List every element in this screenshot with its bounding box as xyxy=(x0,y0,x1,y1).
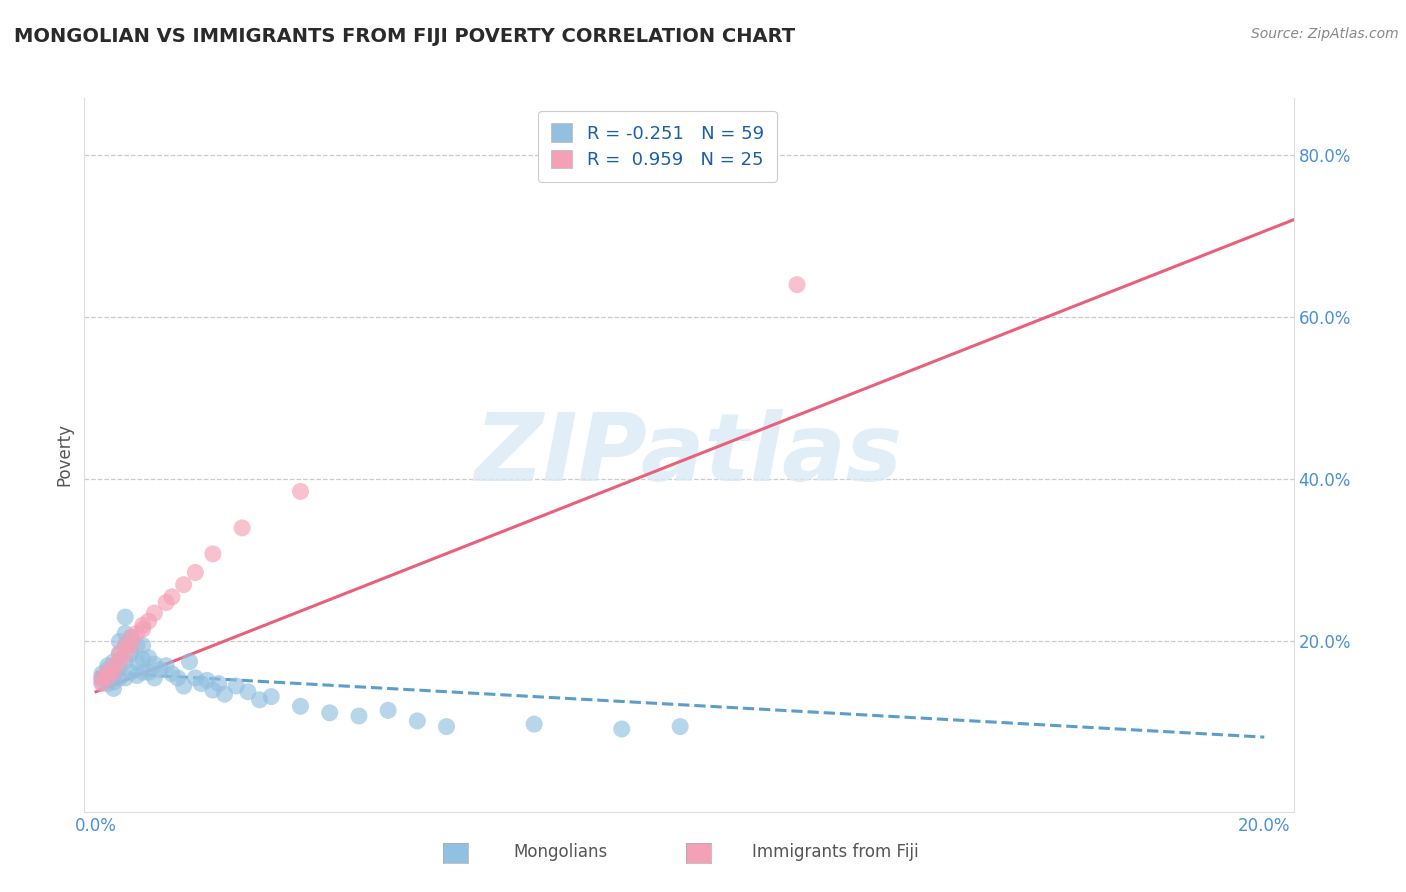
Point xyxy=(377,703,399,717)
Y-axis label: Poverty: Poverty xyxy=(55,424,73,486)
Point xyxy=(90,676,112,690)
Point xyxy=(120,631,142,645)
Point xyxy=(108,655,131,669)
Point xyxy=(260,690,283,704)
Point xyxy=(436,720,458,734)
Point xyxy=(90,671,112,685)
Point xyxy=(125,655,148,669)
Point xyxy=(97,658,120,673)
Point xyxy=(184,671,207,685)
Point xyxy=(173,577,195,591)
Point xyxy=(523,717,546,731)
Point xyxy=(138,650,160,665)
Point xyxy=(103,655,125,669)
Point xyxy=(143,657,166,672)
Point xyxy=(786,277,808,292)
Point xyxy=(108,671,131,685)
Point xyxy=(125,626,148,640)
Point xyxy=(149,663,172,677)
Text: Source: ZipAtlas.com: Source: ZipAtlas.com xyxy=(1251,27,1399,41)
Point xyxy=(125,668,148,682)
Point xyxy=(108,647,131,661)
Point xyxy=(108,647,131,661)
Point xyxy=(143,606,166,620)
Point xyxy=(103,675,125,690)
Point xyxy=(132,665,155,680)
Point xyxy=(114,639,136,653)
Point xyxy=(201,683,224,698)
Point xyxy=(231,521,253,535)
Point xyxy=(114,610,136,624)
Point xyxy=(97,665,120,680)
Point xyxy=(97,671,120,685)
Point xyxy=(103,658,125,673)
Point xyxy=(132,639,155,653)
Point xyxy=(108,658,131,673)
Point xyxy=(138,614,160,628)
Point xyxy=(103,665,125,680)
Point xyxy=(114,671,136,685)
Point xyxy=(125,639,148,653)
Text: ZIPatlas: ZIPatlas xyxy=(475,409,903,501)
Point xyxy=(160,666,183,681)
Point xyxy=(406,714,429,728)
Point xyxy=(132,622,155,636)
Point xyxy=(114,639,136,653)
Point xyxy=(108,634,131,648)
Point xyxy=(120,639,142,653)
Point xyxy=(132,652,155,666)
Point xyxy=(97,676,120,690)
Point xyxy=(114,647,136,661)
Point xyxy=(90,675,112,690)
Point xyxy=(132,618,155,632)
Point xyxy=(184,566,207,580)
Text: Immigrants from Fiji: Immigrants from Fiji xyxy=(752,843,920,861)
Point xyxy=(249,693,271,707)
Text: Mongolians: Mongolians xyxy=(513,843,607,861)
Point xyxy=(97,663,120,677)
Point xyxy=(208,676,231,690)
Point xyxy=(120,647,142,661)
Point xyxy=(155,595,177,609)
Point xyxy=(669,720,692,734)
Point xyxy=(143,671,166,685)
Point xyxy=(103,663,125,677)
Point xyxy=(155,658,177,673)
Point xyxy=(97,671,120,685)
Point xyxy=(166,671,188,685)
Point xyxy=(90,666,112,681)
Point xyxy=(90,671,112,685)
Point xyxy=(114,655,136,669)
Point xyxy=(225,679,247,693)
Point xyxy=(179,655,201,669)
Point xyxy=(201,547,224,561)
Point xyxy=(190,676,212,690)
Point xyxy=(138,665,160,680)
Point xyxy=(103,668,125,682)
Point xyxy=(318,706,340,720)
Point xyxy=(236,684,259,698)
Point xyxy=(610,722,633,736)
Point xyxy=(114,626,136,640)
Point xyxy=(120,665,142,680)
Point xyxy=(214,687,236,701)
Text: MONGOLIAN VS IMMIGRANTS FROM FIJI POVERTY CORRELATION CHART: MONGOLIAN VS IMMIGRANTS FROM FIJI POVERT… xyxy=(14,27,796,45)
Point xyxy=(160,590,183,604)
Point xyxy=(103,681,125,696)
Point xyxy=(290,484,312,499)
Point xyxy=(120,631,142,645)
Point xyxy=(195,673,218,688)
Legend: R = -0.251   N = 59, R =  0.959   N = 25: R = -0.251 N = 59, R = 0.959 N = 25 xyxy=(538,111,776,182)
Point xyxy=(173,679,195,693)
Point xyxy=(290,699,312,714)
Point xyxy=(347,709,370,723)
